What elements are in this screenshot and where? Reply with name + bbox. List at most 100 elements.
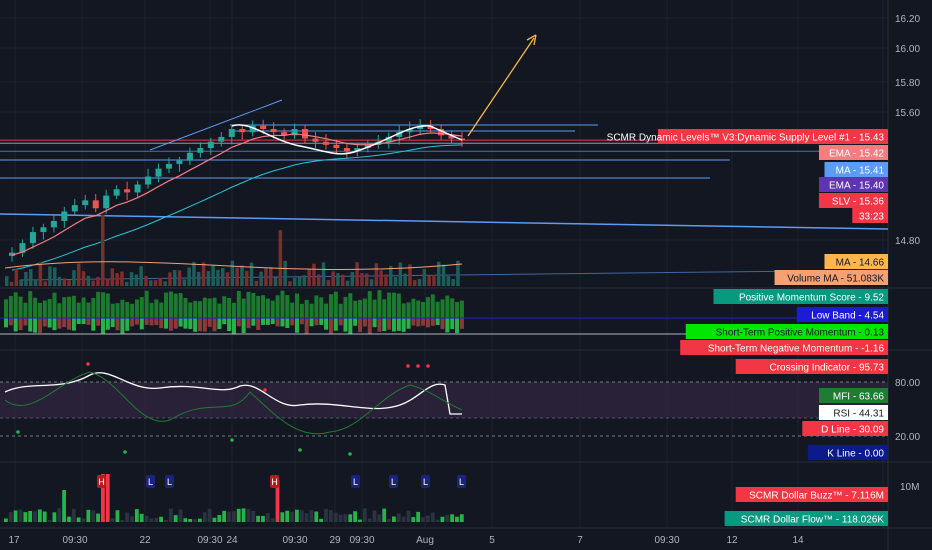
label-text: SCMR Dynamic Levels™ V3:Dynamic Supply L… (607, 133, 885, 144)
volume-bar (197, 271, 201, 286)
low-marker[interactable]: L (351, 475, 360, 488)
momentum-bar (343, 296, 348, 318)
marker-label: L (423, 477, 428, 487)
volume-bar (29, 269, 33, 286)
price-value-label: SCMR Dynamic Levels™ V3:Dynamic Supply L… (607, 129, 888, 144)
volume-bar (177, 270, 182, 286)
momentum-bar (314, 295, 319, 318)
low-marker[interactable]: L (421, 475, 430, 488)
marker-label: L (148, 477, 153, 487)
volume-bar (350, 271, 355, 286)
candle-body (396, 132, 403, 137)
momentum-bar (372, 299, 377, 318)
dollar-buzz-bar (280, 512, 285, 522)
volume-bar (129, 272, 134, 286)
volume-bar (273, 277, 278, 286)
dollar-buzz-bar (110, 518, 115, 522)
momentum-bar (207, 298, 212, 318)
volume-bar (379, 270, 383, 286)
momentum-bar (188, 318, 193, 329)
y-tick-label: 80.00 (895, 378, 920, 389)
candle-body (322, 141, 329, 145)
volume-bar (168, 272, 172, 286)
candle-body (260, 125, 267, 129)
momentum-bar (202, 318, 207, 332)
momentum-bar (42, 318, 47, 327)
momentum-bar (270, 300, 275, 318)
marker-box (165, 475, 174, 488)
low-marker[interactable]: L (389, 475, 398, 488)
momentum-value-label: Positive Momentum Score - 9.52 (713, 289, 888, 304)
momentum-bar (18, 296, 23, 318)
momentum-bar (13, 292, 18, 318)
momentum-bar (115, 318, 120, 331)
dollar-buzz-bar (227, 511, 231, 522)
volume-bar (235, 267, 239, 286)
high-marker[interactable]: H (270, 475, 279, 488)
dollar-buzz-bar (343, 514, 348, 522)
momentum-bar (212, 297, 217, 318)
momentum-bar (236, 290, 241, 318)
volume-bar (14, 269, 19, 286)
low-marker[interactable]: L (457, 475, 466, 488)
momentum-bar (120, 318, 125, 334)
dollar-value-label: SCMR Dollar Flow™ - 118.026K (724, 511, 888, 526)
momentum-panel[interactable] (0, 290, 888, 335)
oscillator-panel[interactable] (0, 362, 888, 456)
volume-bar (53, 267, 57, 286)
volume-bar (369, 279, 374, 286)
low-marker[interactable]: L (165, 475, 174, 488)
momentum-bar (149, 302, 154, 318)
volume-bar (153, 280, 158, 286)
momentum-bar (299, 303, 304, 318)
momentum-bar (222, 318, 227, 325)
crossing-dot (230, 438, 234, 442)
dollar-buzz-bar (270, 518, 275, 522)
momentum-bar (348, 318, 353, 334)
forecast-arrow[interactable] (467, 34, 537, 137)
volume-bar (101, 214, 105, 286)
dollar-buzz-bar (134, 509, 139, 522)
dollar-buzz-bar (37, 509, 42, 522)
momentum-bar (367, 291, 372, 318)
candle-body (186, 152, 193, 161)
volume-bar (192, 262, 196, 286)
momentum-bar (280, 290, 285, 318)
dollar-buzz-bar (62, 490, 66, 522)
candle-body (155, 168, 162, 177)
momentum-bar (290, 302, 295, 318)
momentum-bar (328, 294, 333, 318)
momentum-bar (392, 292, 396, 318)
x-tick-label: 09:30 (282, 535, 307, 546)
momentum-bar (459, 318, 464, 329)
volume-bar (144, 276, 148, 286)
label-text: Low Band - 4.54 (811, 311, 884, 322)
dollar-buzz-bar (193, 519, 197, 522)
momentum-bar (367, 318, 372, 334)
volume-bar (331, 271, 335, 286)
momentum-bar (275, 318, 280, 327)
crossing-dot (406, 364, 410, 368)
momentum-bar (256, 318, 261, 330)
dollar-buzz-bar (139, 513, 144, 522)
crossing-dot (416, 364, 420, 368)
volume-bar (86, 275, 91, 286)
dollar-buzz-bar (396, 513, 401, 522)
dollar-buzz-bar (8, 512, 13, 522)
dollar-buzz-bar (57, 508, 62, 522)
dollar-buzz-bar (173, 515, 178, 522)
volume-bar (48, 266, 52, 286)
candle-body (197, 148, 204, 153)
volume-bar (254, 280, 259, 286)
momentum-bar (159, 318, 164, 329)
momentum-bar (295, 318, 299, 333)
volume-bar (134, 274, 139, 286)
candle-body (40, 227, 47, 233)
high-marker[interactable]: H (97, 475, 106, 488)
momentum-bar (91, 318, 96, 331)
momentum-bar (270, 318, 275, 325)
momentum-bar (421, 301, 426, 318)
low-marker[interactable]: L (146, 475, 155, 488)
